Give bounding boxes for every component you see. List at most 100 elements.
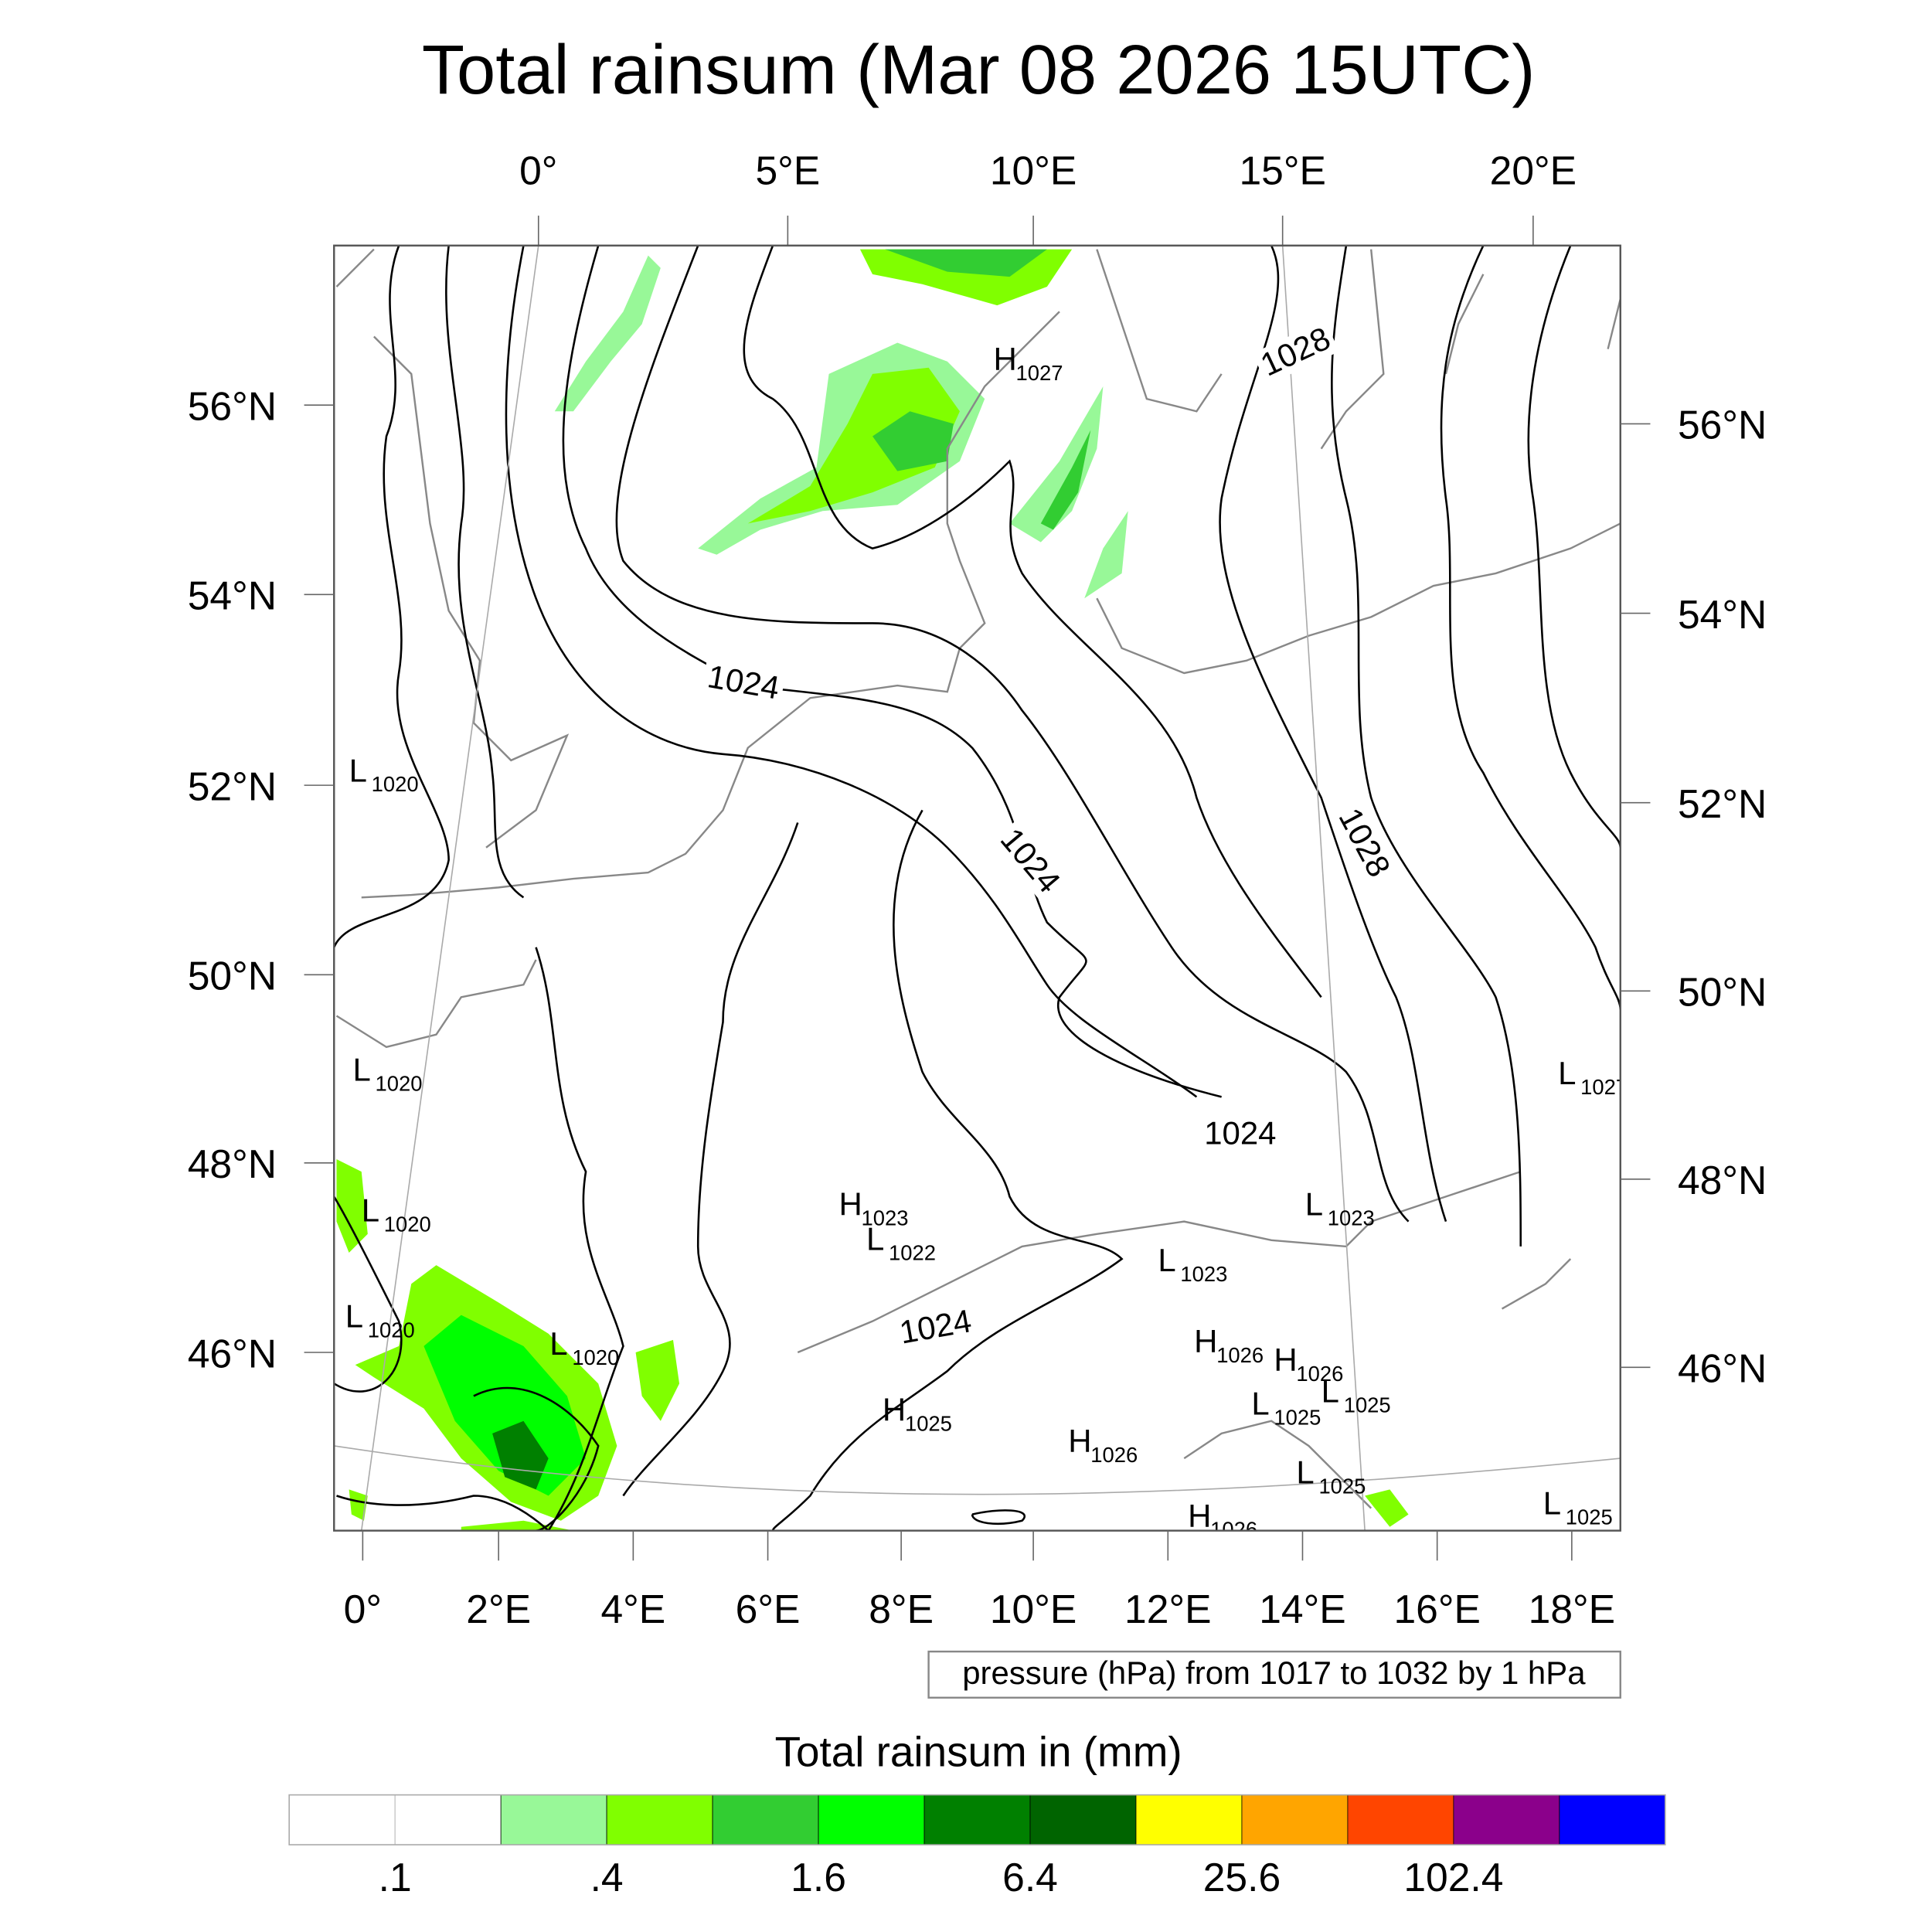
colorbar-bin — [606, 1794, 713, 1845]
pressure-center-type: L — [362, 1192, 379, 1229]
rain-patch-france-core — [423, 1315, 587, 1496]
left-lat-label: 52°N — [188, 764, 277, 808]
low-pressure-label: L 1023 — [1305, 1186, 1375, 1230]
contour-label-background — [1252, 319, 1340, 386]
low-pressure-label: L 1020 — [549, 1325, 619, 1369]
pressure-center-value: 1020 — [572, 1345, 619, 1369]
pressure-center-value: 1025 — [1318, 1474, 1366, 1498]
colorbar-tick-label: .1 — [379, 1855, 412, 1900]
right-lat-label: 52°N — [1678, 781, 1767, 826]
low-pressure-label: L 1020 — [352, 1051, 422, 1095]
pressure-center-value: 1027 — [1016, 361, 1063, 385]
colorbar-title: Total rainsum in (mm) — [775, 1727, 1182, 1775]
low-pressure-label: L 1025 — [1296, 1454, 1366, 1498]
rain-patch-north-sea-heavy — [872, 411, 954, 471]
pressure-center-type: H — [1274, 1342, 1297, 1378]
right-lat-label: 46°N — [1678, 1346, 1767, 1391]
pressure-center-type: H — [1194, 1323, 1217, 1359]
colorbar-tick-label: 1.6 — [791, 1855, 846, 1900]
rain-patch-northwest — [554, 255, 661, 412]
bottom-lon-label: 8°E — [869, 1587, 934, 1631]
bottom-lon-label: 6°E — [736, 1587, 801, 1631]
bottom-lon-label: 12°E — [1124, 1587, 1211, 1631]
pressure-center-type: L — [1305, 1186, 1323, 1223]
rain-patch-north-sea-core — [747, 367, 960, 524]
pressure-center-value: 1025 — [1344, 1393, 1391, 1417]
pressure-center-type: H — [838, 1186, 862, 1223]
map-background — [334, 245, 1621, 1531]
contour-label-background — [1200, 1117, 1281, 1152]
contour-label-background — [1329, 799, 1398, 886]
pressure-center-type: H — [883, 1392, 906, 1428]
rain-patch-sw-corner — [349, 1489, 368, 1521]
colorbar-bin — [1559, 1794, 1666, 1845]
low-pressure-label: L 1020 — [362, 1192, 431, 1236]
pressure-center-value: 1020 — [368, 1318, 415, 1342]
pressure-center-value: 1025 — [1566, 1505, 1613, 1529]
pressure-center-type: L — [352, 1051, 370, 1087]
pressure-center-value: 1023 — [1180, 1262, 1227, 1286]
colorbar-tick-label: 25.6 — [1203, 1855, 1281, 1900]
rain-fields — [336, 249, 1409, 1531]
rain-patch-baltic — [1084, 511, 1128, 599]
pressure-center-value: 1023 — [1328, 1206, 1375, 1230]
top-lon-label: 5°E — [755, 148, 820, 193]
colorbar-bin — [712, 1794, 819, 1845]
chart-title: Total rainsum (Mar 08 2026 15UTC) — [422, 31, 1536, 109]
bottom-longitude-labels: 0° 2°E 4°E 6°E 8°E 10°E 12°E 14°E 16°E 18°E — [344, 1530, 1615, 1631]
bottom-lon-label: 16°E — [1393, 1587, 1480, 1631]
colorbar-bin — [1029, 1794, 1137, 1845]
pressure-center-value: 1025 — [905, 1412, 952, 1436]
bottom-lon-label: 10°E — [990, 1587, 1077, 1631]
left-latitude-labels: 56°N 54°N 52°N 50°N 48°N 46°N — [188, 384, 335, 1376]
contour-info-text: pressure (hPa) from 1017 to 1032 by 1 hP… — [962, 1655, 1586, 1691]
rain-patch-denmark-core — [1040, 430, 1091, 530]
right-lat-label: 54°N — [1678, 592, 1767, 637]
pressure-center-type: L — [1296, 1454, 1314, 1490]
pressure-center-type: L — [345, 1298, 363, 1335]
bottom-lon-label: 0° — [344, 1587, 382, 1631]
colorbar-labels: .1 .4 1.6 6.4 25.6 102.4 — [379, 1855, 1504, 1900]
map-frame — [333, 244, 1621, 1532]
left-lat-label: 46°N — [188, 1331, 277, 1376]
pressure-contours — [334, 245, 1621, 1531]
pressure-center-type: H — [1188, 1498, 1211, 1534]
left-lat-label: 56°N — [188, 384, 277, 429]
low-pressure-label: L 1020 — [349, 752, 419, 796]
colorbar-tick-label: 102.4 — [1403, 1855, 1503, 1900]
bottom-lon-label: 4°E — [600, 1587, 665, 1631]
colorbar-bin — [818, 1794, 925, 1845]
left-lat-label: 48°N — [188, 1141, 277, 1186]
pressure-center-type: H — [1068, 1423, 1091, 1459]
contour-label-background — [990, 819, 1069, 903]
pressure-center-value: 1020 — [375, 1071, 422, 1095]
colorbar-bin — [394, 1794, 502, 1845]
pressure-center-type: H — [993, 341, 1016, 377]
top-lon-label: 15°E — [1239, 148, 1325, 193]
bottom-lon-label: 2°E — [466, 1587, 531, 1631]
low-pressure-label: L 1020 — [345, 1298, 415, 1342]
left-lat-label: 54°N — [188, 573, 277, 618]
right-lat-label: 50°N — [1678, 970, 1767, 1015]
pressure-center-value: 1025 — [1274, 1406, 1321, 1430]
contour-info-box: pressure (hPa) from 1017 to 1032 by 1 hP… — [927, 1650, 1621, 1699]
pressure-center-value: 1023 — [862, 1206, 909, 1230]
pressure-center-type: L — [1321, 1373, 1339, 1410]
colorbar-bin — [1453, 1794, 1560, 1845]
pressure-center-value: 1026 — [1090, 1443, 1138, 1467]
bottom-lon-label: 14°E — [1259, 1587, 1345, 1631]
top-lon-label: 20°E — [1490, 148, 1577, 193]
rain-patch-top-core — [885, 249, 1047, 277]
pressure-center-type: L — [549, 1325, 567, 1362]
colorbar-bin — [1347, 1794, 1454, 1845]
pressure-center-value: 1022 — [889, 1241, 936, 1265]
right-lat-label: 48°N — [1678, 1158, 1767, 1202]
low-pressure-label: L 1025 — [1543, 1485, 1613, 1529]
